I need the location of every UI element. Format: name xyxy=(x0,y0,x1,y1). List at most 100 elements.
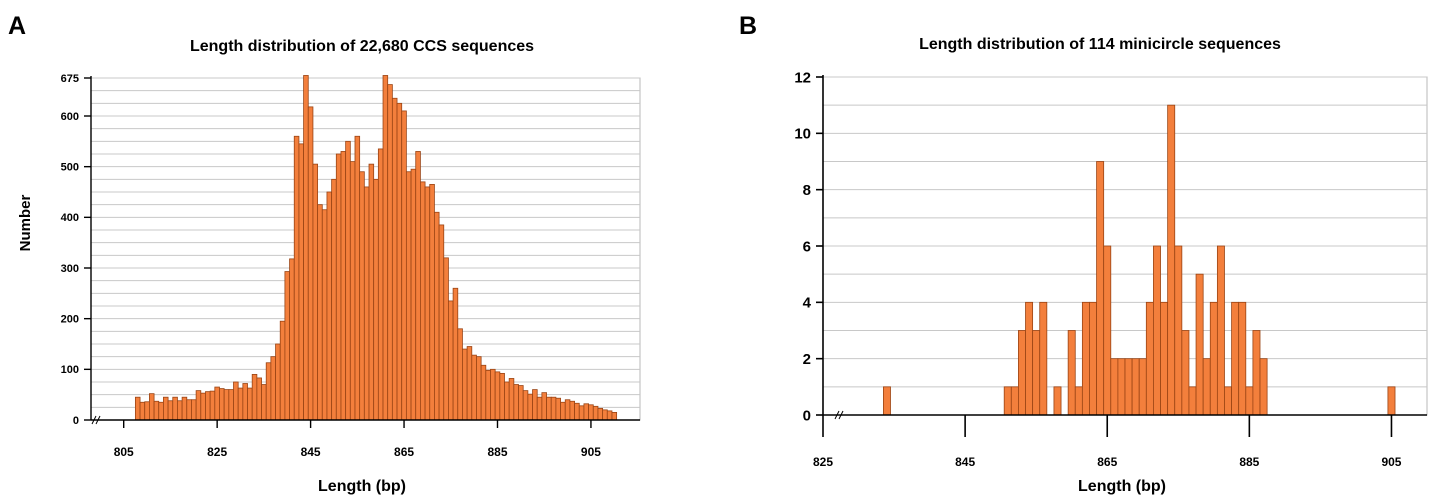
chart-b-plot: 0 2 4 6 8 10 12 825 845 865 885 905 xyxy=(794,69,1428,469)
chart-a-bar xyxy=(457,328,463,421)
chart-a-bar xyxy=(312,163,319,421)
chart-a-bar xyxy=(583,403,590,421)
chart-b-bar xyxy=(1202,358,1211,416)
chart-a-y-tick-label: 675 xyxy=(61,73,79,85)
panel-label-a: A xyxy=(8,12,26,40)
chart-a-bar xyxy=(518,385,524,421)
chart-a-bar xyxy=(134,396,141,421)
chart-b-x-tick-label: 825 xyxy=(813,455,833,469)
chart-a-bar xyxy=(611,411,618,421)
chart-b-bar xyxy=(1160,301,1169,416)
chart-a-bar xyxy=(326,191,333,421)
chart-a-bar xyxy=(335,153,342,421)
chart-a-x-tick-label: 865 xyxy=(394,445,414,459)
chart-b-bar xyxy=(1145,301,1154,416)
chart-a-bar xyxy=(349,161,356,421)
chart-a-bar xyxy=(186,399,192,421)
chart-b-bar xyxy=(883,386,891,416)
chart-a-bar xyxy=(401,110,407,421)
chart-a-bar xyxy=(298,143,304,421)
chart-a-bar xyxy=(293,135,300,421)
chart-a-bar xyxy=(387,84,393,421)
chart-b-bar xyxy=(1209,301,1218,416)
chart-b-bar xyxy=(1096,161,1105,416)
chart-b-bar xyxy=(1224,386,1232,416)
chart-b-bar xyxy=(1252,330,1261,416)
chart-a-bar xyxy=(233,381,239,421)
chart-b-bar xyxy=(1138,358,1147,416)
chart-a-bar xyxy=(303,75,309,421)
chart-b-bar xyxy=(1245,386,1254,416)
chart-b-bar xyxy=(1032,330,1041,416)
chart-b-bar xyxy=(1181,330,1190,416)
chart-b-bar xyxy=(1238,301,1247,416)
chart-a-bar xyxy=(172,396,178,421)
chart-a-y-tick-label: 500 xyxy=(61,162,79,174)
chart-b-y-tick-label: 6 xyxy=(803,238,811,255)
chart-b-bar xyxy=(1131,358,1140,416)
chart-a-axis-break-mark xyxy=(91,415,97,425)
chart-a-bar xyxy=(405,171,412,421)
chart-a-bar xyxy=(508,378,515,421)
chart-a-title: Length distribution of 22,680 CCS sequen… xyxy=(190,38,534,55)
chart-a-bar xyxy=(434,211,440,421)
chart-b-bar xyxy=(1025,301,1034,416)
chart-b-x-tick-label: 885 xyxy=(1239,455,1259,469)
chart-a-bar xyxy=(541,392,547,421)
chart-a-bar xyxy=(410,168,417,421)
chart-a-bar xyxy=(606,410,613,421)
chart-a-bar xyxy=(476,356,482,421)
chart-b-y-tick-label: 2 xyxy=(803,351,811,368)
chart-a-bar xyxy=(307,106,314,421)
chart-a-bar xyxy=(237,387,244,421)
chart-a-bar xyxy=(153,400,160,421)
chart-a-bar xyxy=(560,401,566,421)
chart-b-bar xyxy=(1167,104,1176,416)
chart-a-plot: 0 100 200 300 400 500 600 675 805 825 845 865 885 905 xyxy=(61,73,641,459)
chart-b-y-tick-label: 12 xyxy=(794,69,811,86)
chart-a-bar xyxy=(466,346,473,421)
chart-a-bar xyxy=(251,373,258,421)
chart-b-bar xyxy=(1117,358,1126,416)
chart-b-x-tick-label: 865 xyxy=(1097,455,1117,469)
chart-a-bar xyxy=(462,348,468,421)
chart-b-bar xyxy=(1003,386,1012,416)
chart-a-y-tick-label: 300 xyxy=(61,263,79,275)
chart-a-bar xyxy=(228,389,234,421)
chart-b-y-tick-label: 8 xyxy=(803,182,811,199)
chart-a-bar xyxy=(144,401,150,421)
chart-b-bar xyxy=(1010,386,1019,416)
chart-a-y-tick-label: 200 xyxy=(61,314,79,326)
chart-b-bar xyxy=(1231,301,1240,416)
chart-a-y-tick-label: 0 xyxy=(73,415,79,427)
chart-b-x-tick-label: 845 xyxy=(955,455,975,469)
chart-a-bar xyxy=(219,388,225,421)
chart-b-bar xyxy=(1174,245,1183,416)
chart-b-bar xyxy=(1103,245,1112,416)
chart-a-bar xyxy=(317,204,323,421)
chart-a-axis-break-mark xyxy=(95,415,101,425)
chart-a-bar xyxy=(242,383,248,421)
chart-b-bar xyxy=(1053,386,1062,416)
chart-a-bar xyxy=(223,389,230,421)
chart-b-bar xyxy=(1216,245,1225,416)
chart-a-bar xyxy=(391,97,398,421)
chart-a-bar xyxy=(382,75,389,421)
chart-a-bar xyxy=(214,386,220,421)
chart-b-title: Length distribution of 114 minicircle se… xyxy=(919,36,1281,53)
chart-b-bar xyxy=(1387,386,1396,416)
chart-a-bar xyxy=(200,392,206,421)
chart-a-bar xyxy=(536,396,543,421)
chart-a-bar xyxy=(578,405,585,421)
chart-a-bar xyxy=(574,402,580,421)
chart-a-bar xyxy=(139,401,146,421)
chart-a-y-tick-label: 400 xyxy=(61,212,79,224)
chart-a-y-axis-label: Number xyxy=(17,195,34,252)
chart-a-bar xyxy=(499,372,505,421)
chart-b-bar xyxy=(1067,330,1076,416)
chart-a-bar xyxy=(480,364,487,421)
chart-a-bar xyxy=(354,135,361,421)
chart-a-bar xyxy=(415,151,421,421)
chart-a-bar xyxy=(209,390,216,421)
